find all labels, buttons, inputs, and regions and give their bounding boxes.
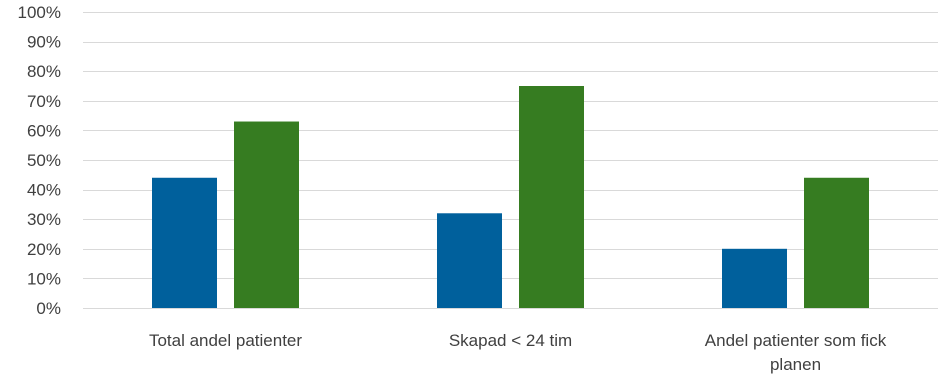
y-tick-label: 30% <box>27 210 61 229</box>
y-tick-label: 100% <box>18 3 61 22</box>
y-tick-label: 70% <box>27 92 61 111</box>
bars <box>152 86 869 309</box>
y-tick-label: 80% <box>27 62 61 81</box>
bar-series-2 <box>519 86 584 308</box>
bar-series-2 <box>804 177 869 308</box>
y-tick-label: 20% <box>27 240 61 259</box>
y-tick-label: 50% <box>27 151 61 170</box>
gridlines <box>83 12 938 309</box>
x-axis-category-labels: Total andel patienter Skapad < 24 tim Ande… <box>149 331 887 374</box>
x-category-label-line: Total andel patienter <box>149 331 302 350</box>
x-category-label-line: Skapad < 24 tim <box>449 331 572 350</box>
x-category-label-line: Andel patienter som fick <box>705 331 887 350</box>
x-category-label-line: planen <box>770 355 821 374</box>
bar-series-1 <box>152 177 217 308</box>
y-tick-label: 60% <box>27 121 61 140</box>
bar-series-1 <box>437 213 502 308</box>
x-category-label: Andel patienter som fick planen <box>705 331 887 374</box>
y-tick-label: 90% <box>27 33 61 52</box>
bar-series-1 <box>722 248 787 308</box>
x-category-label: Skapad < 24 tim <box>449 331 572 350</box>
bar-series-2 <box>234 121 299 309</box>
y-tick-label: 10% <box>27 269 61 288</box>
x-category-label: Total andel patienter <box>149 331 302 350</box>
y-axis-tick-labels: 0% 10% 20% 30% 40% 50% 60% 70% 80% 90% 100% <box>18 3 61 318</box>
y-tick-label: 40% <box>27 181 61 200</box>
y-tick-label: 0% <box>36 299 61 318</box>
